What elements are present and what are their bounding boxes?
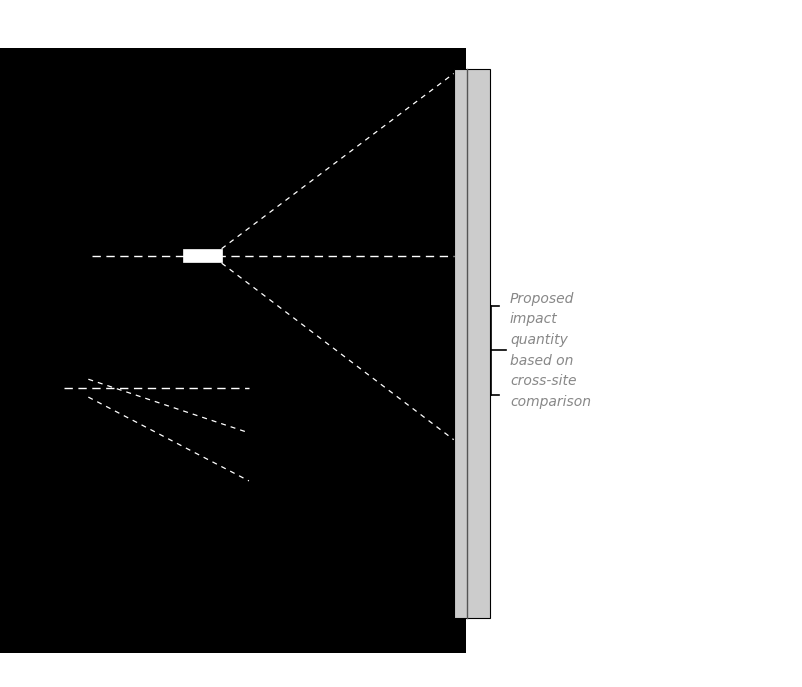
Bar xyxy=(0,48,465,653)
Bar xyxy=(183,249,221,262)
Text: Proposed
impact
quantity
based on
cross-site
comparison: Proposed impact quantity based on cross-… xyxy=(509,292,590,409)
Bar xyxy=(453,69,489,618)
Text: 0: 0 xyxy=(433,188,443,203)
